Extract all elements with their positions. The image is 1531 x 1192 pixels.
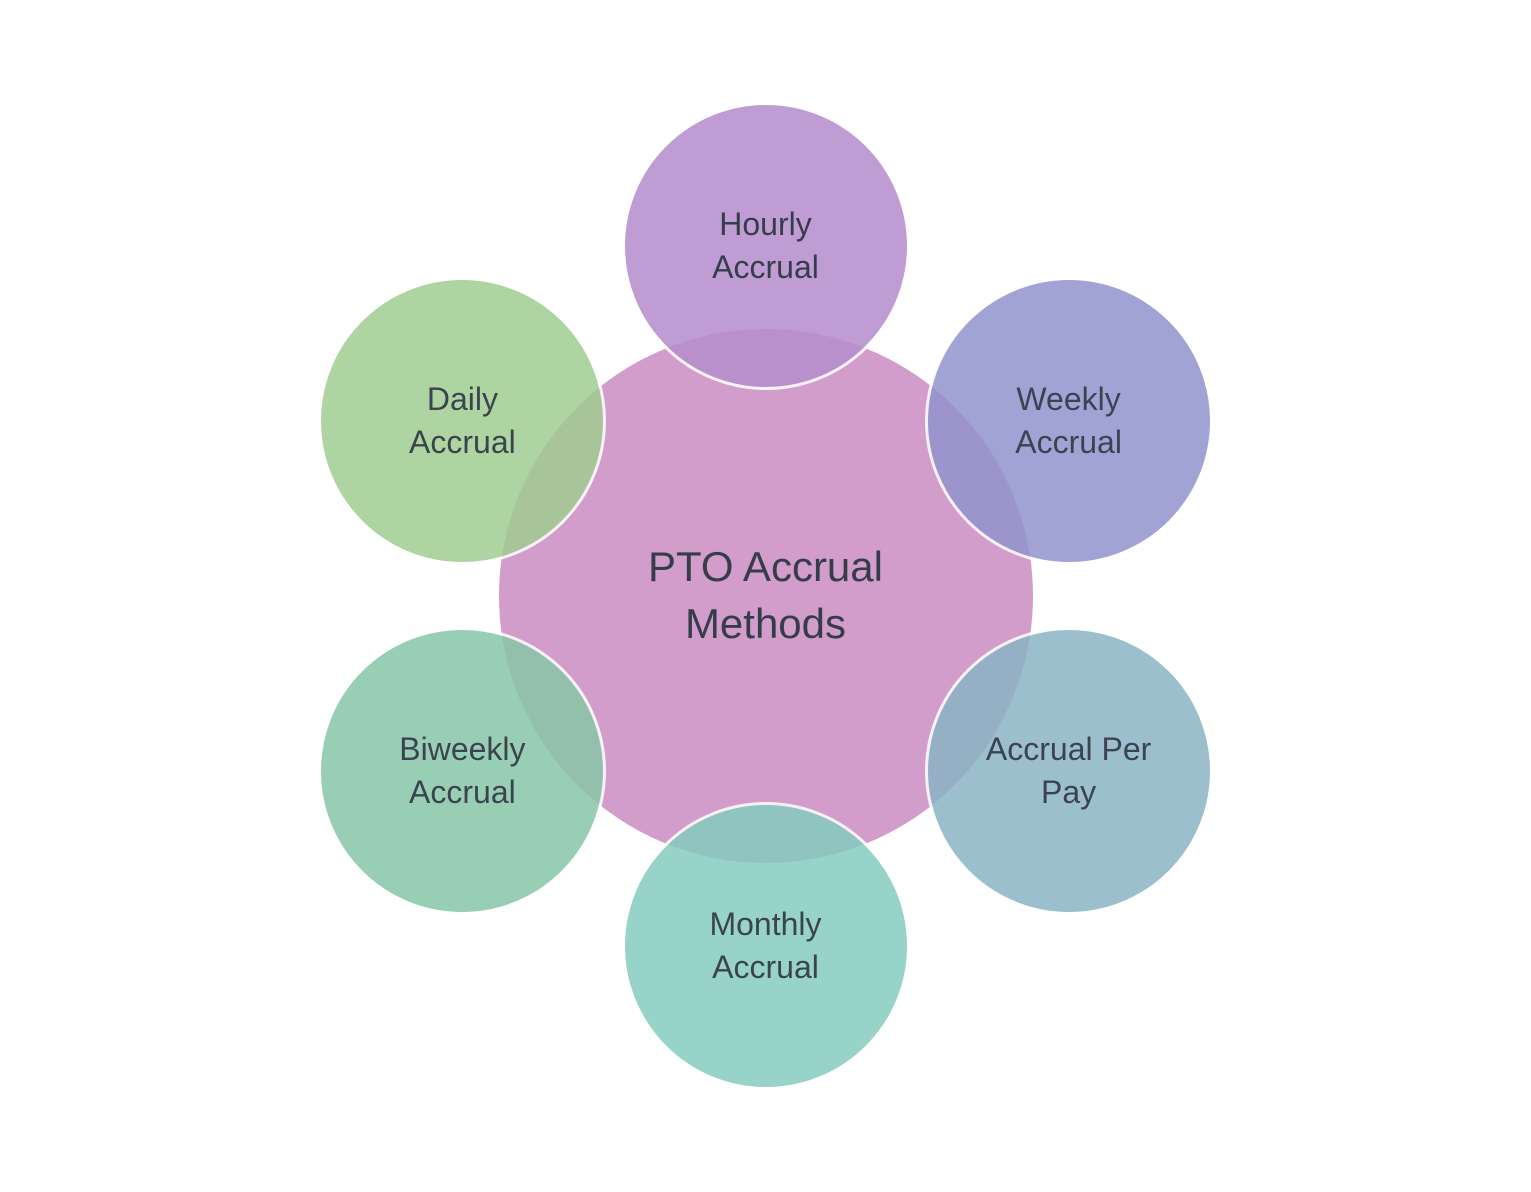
outer-node-label: Daily Accrual bbox=[409, 378, 516, 464]
outer-node-monthly: Monthly Accrual bbox=[622, 802, 910, 1090]
outer-node-hourly: Hourly Accrual bbox=[622, 102, 910, 390]
outer-node-daily: Daily Accrual bbox=[318, 277, 606, 565]
outer-node-label: Biweekly Accrual bbox=[399, 728, 525, 814]
outer-node-weekly: Weekly Accrual bbox=[925, 277, 1213, 565]
outer-node-label: Weekly Accrual bbox=[1015, 378, 1122, 464]
outer-node-label: Monthly Accrual bbox=[709, 903, 821, 989]
outer-node-label: Hourly Accrual bbox=[712, 203, 819, 289]
center-node-label: PTO Accrual Methods bbox=[648, 539, 883, 652]
outer-node-biweekly: Biweekly Accrual bbox=[318, 627, 606, 915]
outer-node-accrual-per-pay: Accrual Per Pay bbox=[925, 627, 1213, 915]
outer-node-label: Accrual Per Pay bbox=[986, 728, 1151, 814]
